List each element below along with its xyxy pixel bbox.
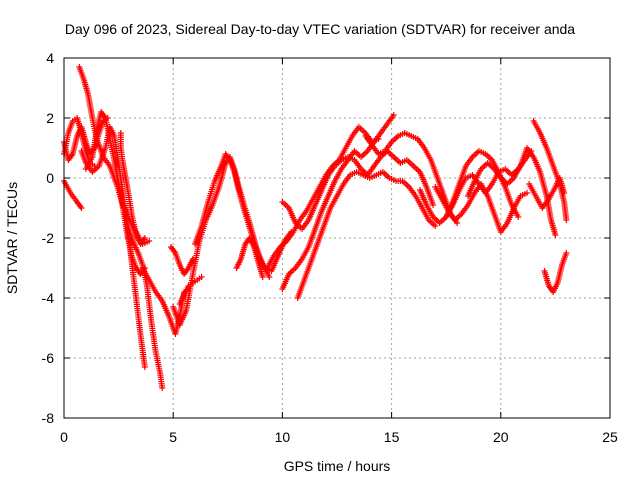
data-series-arc-14 bbox=[233, 235, 266, 280]
data-series-arc-16 bbox=[279, 112, 397, 292]
x-tick-label: 20 bbox=[493, 429, 509, 445]
y-tick-label: 0 bbox=[46, 170, 54, 186]
x-tick-label: 25 bbox=[602, 429, 618, 445]
data-point bbox=[515, 214, 522, 220]
data-series-arc-08 bbox=[122, 211, 166, 391]
x-tick-label: 5 bbox=[169, 429, 177, 445]
data-point bbox=[78, 205, 85, 211]
data-series-arc-25 bbox=[526, 175, 568, 211]
data-point bbox=[563, 250, 570, 256]
data-point bbox=[266, 274, 273, 280]
x-axis-label: GPS time / hours bbox=[284, 458, 391, 474]
data-series-arc-26 bbox=[541, 250, 570, 295]
data-points bbox=[61, 64, 570, 391]
y-tick-label: -6 bbox=[42, 350, 55, 366]
data-point bbox=[563, 217, 570, 223]
x-tick-label: 10 bbox=[275, 429, 291, 445]
data-point bbox=[524, 190, 531, 196]
data-series-arc-10 bbox=[168, 244, 196, 277]
data-point bbox=[141, 235, 148, 241]
data-point bbox=[432, 223, 439, 229]
y-tick-label: 4 bbox=[46, 50, 54, 66]
data-point bbox=[390, 112, 397, 118]
y-tick-label: -4 bbox=[42, 290, 55, 306]
data-series-arc-22 bbox=[443, 148, 535, 220]
data-series-arc-24 bbox=[530, 118, 570, 223]
data-point bbox=[259, 274, 266, 280]
y-axis-label: SDTVAR / TECUs bbox=[4, 182, 20, 294]
data-point bbox=[198, 274, 205, 280]
data-point bbox=[159, 385, 166, 391]
axis-ticks: 0 5 10 15 20 25 -8 -6 -4 -2 0 2 4 bbox=[42, 50, 618, 445]
data-series-arc-18 bbox=[279, 148, 437, 232]
data-series-arc-07 bbox=[117, 130, 148, 247]
data-point bbox=[430, 202, 437, 208]
x-tick-label: 15 bbox=[384, 429, 400, 445]
data-point bbox=[146, 238, 153, 244]
data-point bbox=[141, 364, 148, 370]
y-tick-label: -8 bbox=[42, 410, 55, 426]
chart-title: Day 096 of 2023, Sidereal Day-to-day VTE… bbox=[65, 21, 575, 37]
data-series-arc-01 bbox=[61, 178, 85, 211]
data-point bbox=[552, 232, 559, 238]
data-series-arc-21 bbox=[432, 181, 531, 235]
x-tick-label: 0 bbox=[60, 429, 68, 445]
y-tick-label: 2 bbox=[46, 110, 54, 126]
y-tick-label: -2 bbox=[42, 230, 55, 246]
data-point bbox=[561, 190, 568, 196]
